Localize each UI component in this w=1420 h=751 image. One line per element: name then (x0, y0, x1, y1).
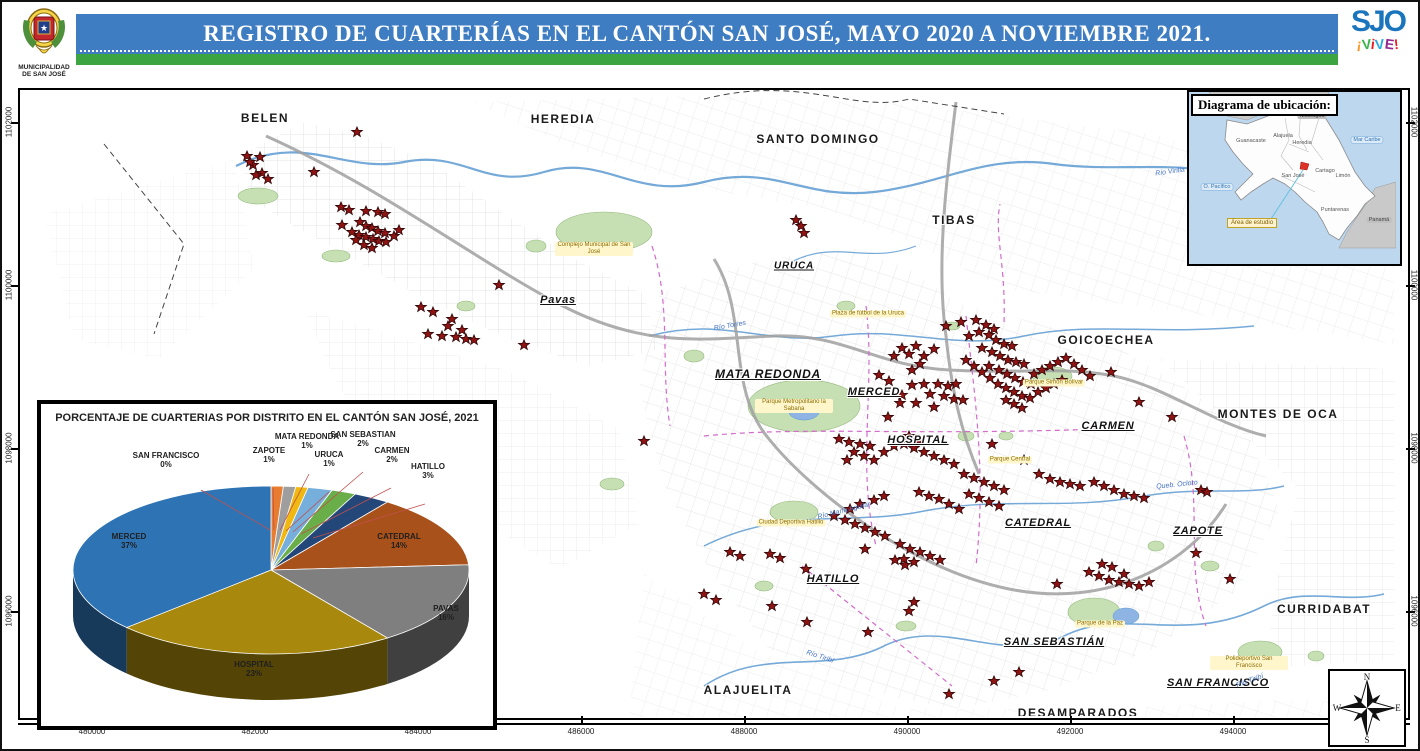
axis-tick (1406, 122, 1415, 124)
compass-north-label: N (1363, 672, 1371, 682)
inset-region-label: Puntarenas (1320, 207, 1350, 213)
sjo-vive-logo: SJO ¡ViVE! (1342, 5, 1414, 66)
axis-tick-label: 1096000 (4, 595, 14, 627)
pie-inner-label: CATEDRAL 14% (377, 532, 421, 550)
pie-inner-label: MERCED 37% (111, 532, 147, 550)
inset-region-label: San José (1281, 173, 1305, 179)
page-title: REGISTRO DE CUARTERÍAS EN EL CANTÓN SAN … (203, 21, 1211, 46)
municipality-caption-line2: DE SAN JOSÉ (22, 71, 66, 78)
svg-text:★: ★ (40, 23, 48, 33)
pie-outer-label: SAN FRANCISCO 0% (132, 451, 200, 469)
axis-tick-label: 492000 (1056, 727, 1084, 736)
axis-tick (11, 285, 20, 287)
pie-outer-label: HATILLO 3% (410, 462, 446, 480)
cuarteria-star-marker (422, 328, 434, 339)
header-green-stripe (76, 54, 1338, 65)
axis-tick-label: 488000 (730, 727, 758, 736)
pie-slice-side (73, 570, 127, 674)
municipality-logo: ★ MUNICIPALIDAD DE SAN JOSÉ (14, 6, 74, 84)
axis-tick-label: 480000 (78, 727, 106, 736)
cuarteria-star-marker (698, 588, 710, 599)
axis-tick-label: 1102000 (1409, 106, 1419, 138)
cuarteria-star-marker (798, 227, 810, 238)
axis-tick-label: 1100000 (4, 269, 14, 301)
pie-slice-side (126, 627, 388, 700)
inset-region-label: O. Pacífico (1200, 183, 1234, 191)
inset-region-label: Alajuela (1273, 133, 1293, 139)
axis-tick (1406, 448, 1415, 450)
municipality-caption-line1: MUNICIPALIDAD (18, 64, 70, 71)
compass-south-label: S (1364, 735, 1370, 745)
district-boundary-lines (651, 203, 1207, 687)
title-dotted-divider (80, 50, 1334, 52)
cuarteria-star-marker (456, 324, 468, 335)
study-area-marker (1299, 161, 1310, 171)
axis-tick-label: 1096000 (1409, 595, 1419, 627)
pie-chart (72, 471, 470, 700)
chart-title: PORCENTAJE DE CUARTERIAS POR DISTRITO EN… (55, 412, 479, 424)
cuarteria-star-marker (436, 330, 448, 341)
inset-region-label: Nicaragua (1297, 113, 1327, 119)
axis-tick-label: 1102000 (4, 106, 14, 138)
vive-letter: ! (1393, 35, 1400, 53)
axis-tick-label: 484000 (404, 727, 432, 736)
pie-outer-label: CARMEN 2% (374, 446, 410, 464)
location-inset: Diagrama de ubicación: Área de estudio N… (1187, 90, 1402, 266)
study-area-label: Área de estudio (1227, 218, 1278, 228)
vive-logo-text: ¡ViVE! (1342, 35, 1414, 53)
pie-inner-label: HOSPITAL 23% (234, 660, 274, 678)
pie-outer-label: URUCA 1% (314, 450, 344, 468)
inset-region-label: Mar Caribe (1350, 136, 1384, 144)
axis-tick-label: 494000 (1219, 727, 1247, 736)
axis-tick-label: 490000 (893, 727, 921, 736)
pie-outer-label: SAN SEBASTIAN 2% (330, 430, 396, 448)
pie-outer-label: ZAPOTE 1% (252, 446, 286, 464)
inset-region-label: Guanacaste (1236, 138, 1266, 144)
axis-tick (11, 122, 20, 124)
inset-region-label: Cartago (1315, 168, 1335, 174)
inset-title: Diagrama de ubicación: (1191, 94, 1338, 116)
axis-tick (11, 611, 20, 613)
cuarteria-star-marker (427, 306, 439, 317)
axis-tick (1406, 611, 1415, 613)
pie-slice-side (387, 570, 469, 684)
cuarteria-star-marker (442, 320, 454, 331)
axis-tick (581, 716, 583, 725)
bottom-axis-line (18, 723, 1410, 725)
pie-slice-hospital (125, 569, 389, 655)
cuarteria-star-marker (710, 594, 722, 605)
cuarteria-star-marker (468, 334, 480, 345)
axis-tick (744, 716, 746, 725)
axis-tick (1070, 716, 1072, 725)
compass-west-label: W (1332, 703, 1342, 713)
pie-outer-label: MATA REDONDA 1% (274, 432, 340, 450)
cuarteria-star-marker (638, 435, 650, 446)
compass-star-icon (1338, 679, 1396, 737)
inset-region-label: Limón (1335, 173, 1351, 179)
axis-tick-label: 1098000 (1409, 432, 1419, 464)
compass-east-label: E (1395, 703, 1401, 713)
pie-inner-label: PAVAS 16% (433, 604, 459, 622)
pie-slice-catedral (270, 501, 470, 571)
pie-slice-pavas (269, 564, 470, 639)
coat-of-arms-icon: ★ (23, 8, 65, 54)
axis-tick (907, 716, 909, 725)
pie-chart-panel: PORCENTAJE DE CUARTERIAS POR DISTRITO EN… (37, 400, 497, 730)
axis-tick-label: 1098000 (4, 432, 14, 464)
pie-slice-merced (72, 485, 272, 628)
sjo-logo-text: SJO (1350, 5, 1407, 38)
axis-tick-label: 486000 (567, 727, 595, 736)
inset-region-label: Panamá (1366, 217, 1392, 223)
axis-tick (1233, 716, 1235, 725)
title-bar: REGISTRO DE CUARTERÍAS EN EL CANTÓN SAN … (76, 14, 1338, 54)
axis-tick (11, 448, 20, 450)
cuarteria-star-marker (415, 301, 427, 312)
axis-tick-label: 482000 (241, 727, 269, 736)
inset-region-label: Heredia (1292, 140, 1312, 146)
axis-tick (1406, 285, 1415, 287)
axis-tick-label: 1100000 (1409, 269, 1419, 301)
compass-rose: N E S W (1328, 669, 1406, 747)
